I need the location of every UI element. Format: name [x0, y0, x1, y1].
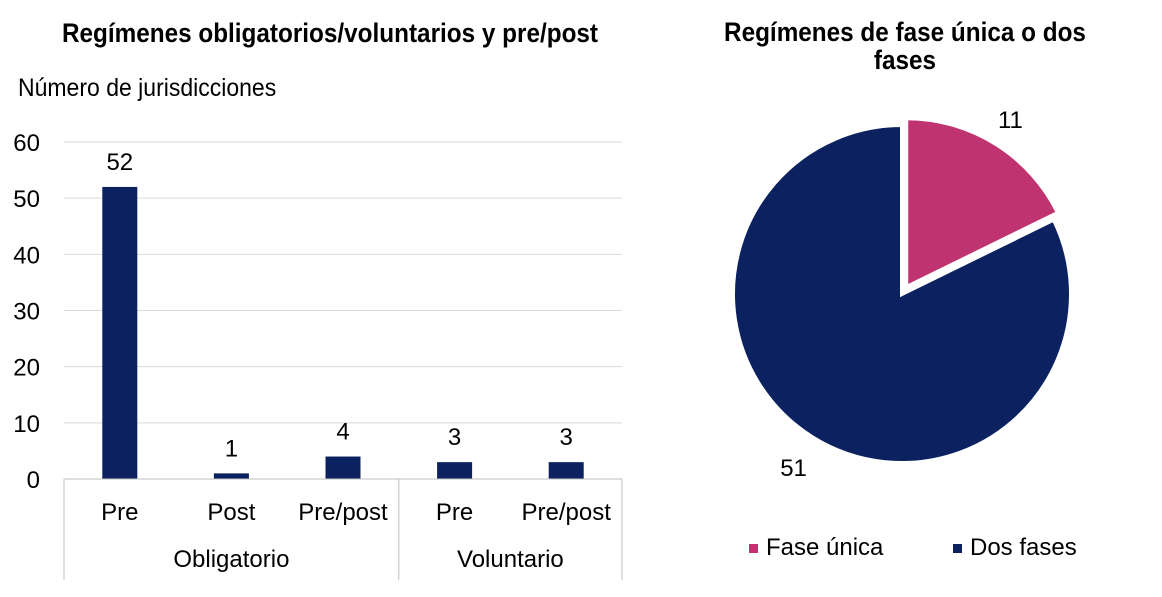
x-tick-label: Pre	[436, 499, 473, 526]
bar-data-label: 3	[448, 424, 461, 451]
legend-item-dos-fases: Dos fases	[953, 534, 1077, 562]
bar-chart-data-labels: 52 1 4 3 3	[106, 149, 572, 462]
bar-chart-bars	[102, 186, 584, 479]
bar	[325, 456, 361, 479]
bar-chart-title: Regímenes obligatorios/voluntarios y pre…	[61, 18, 599, 48]
x-tick-label: Pre/post	[522, 499, 612, 526]
bar-chart-gridlines	[64, 141, 622, 424]
x-tick-label: Pre	[101, 499, 138, 526]
bar-chart-y-axis-label: Número de jurisdicciones	[18, 74, 277, 102]
y-tick-label: 50	[13, 186, 40, 213]
y-tick-label: 20	[13, 355, 40, 382]
bar	[102, 186, 138, 479]
legend-item-fase-unica: Fase única	[749, 534, 883, 562]
bar-data-label: 4	[336, 419, 349, 446]
pie-chart-slices	[731, 116, 1073, 465]
legend-swatch-fase-unica	[749, 543, 758, 553]
legend-label-dos-fases: Dos fases	[970, 534, 1077, 561]
bar-data-label: 3	[560, 424, 573, 451]
bar-chart-x-axis: Pre Post Pre/post Pre Pre/post Obligatorio Vol…	[63, 478, 623, 580]
pie-slice	[731, 122, 1073, 465]
bar-data-label: 52	[106, 149, 133, 176]
bar-chart-y-axis: 0 10 20 30 40 50 60	[13, 130, 40, 494]
bar	[437, 462, 473, 479]
pie-data-label: 51	[780, 455, 807, 482]
pie-slice	[904, 116, 1061, 291]
x-tick-label: Post	[207, 499, 255, 526]
y-tick-label: 30	[13, 299, 40, 326]
pie-data-label: 11	[998, 107, 1023, 134]
pie-chart-data-labels: 11 51	[780, 107, 1023, 482]
pie-chart-title: Regímenes de fase única o dos fases	[724, 17, 1086, 75]
legend-label-fase-unica: Fase única	[766, 534, 884, 561]
y-tick-label: 60	[13, 130, 40, 157]
y-tick-label: 10	[13, 411, 40, 438]
x-group-label: Obligatorio	[173, 546, 289, 573]
bar	[213, 473, 249, 479]
x-tick-label: Pre/post	[298, 499, 388, 526]
bar-data-label: 1	[225, 435, 238, 462]
x-group-label: Voluntario	[457, 546, 564, 573]
legend-swatch-dos-fases	[953, 543, 962, 553]
y-tick-label: 40	[13, 242, 40, 269]
bar	[548, 462, 584, 479]
y-tick-label: 0	[27, 467, 40, 494]
